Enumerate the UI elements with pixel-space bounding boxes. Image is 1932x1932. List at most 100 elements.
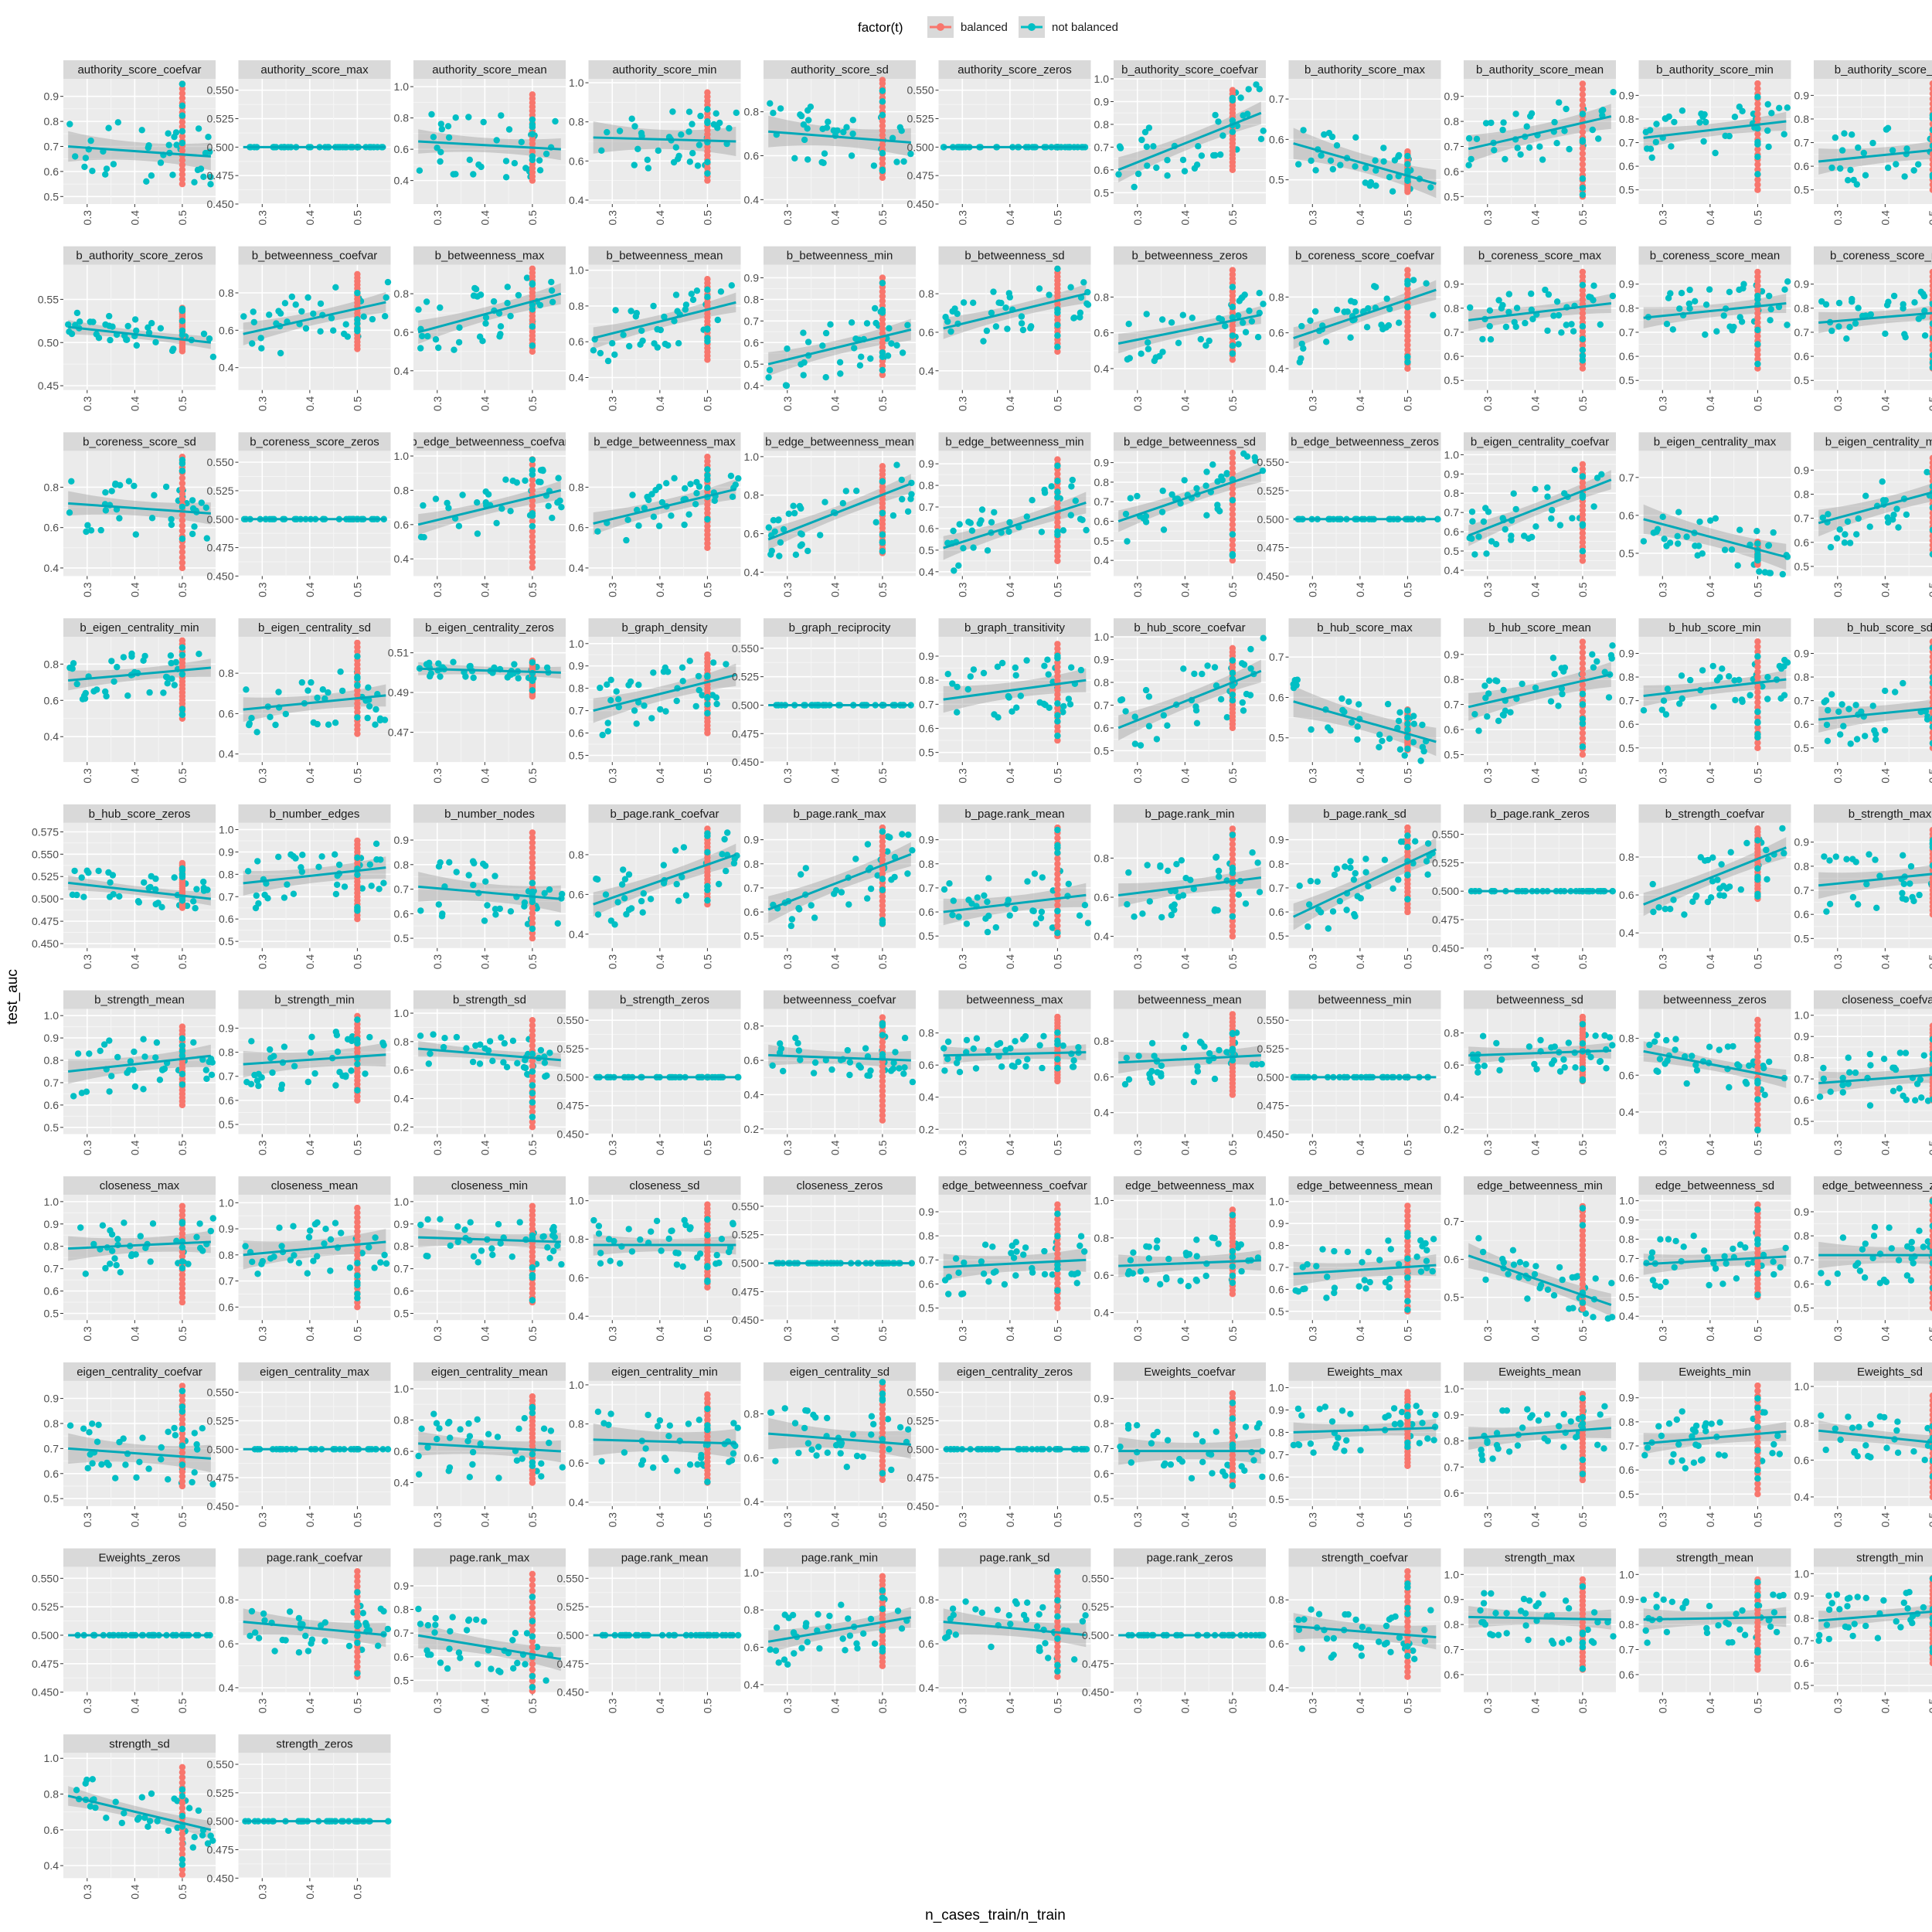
data-point-not-balanced [332, 719, 339, 726]
data-point-not-balanced [1229, 691, 1236, 699]
data-point-not-balanced [845, 901, 852, 908]
data-point-not-balanced [1754, 719, 1761, 726]
data-point-not-balanced [1900, 679, 1906, 687]
fit-line [1117, 314, 1262, 345]
data-point-not-balanced [995, 714, 1002, 721]
facet-strip [413, 246, 566, 265]
data-point-not-balanced [1054, 343, 1061, 350]
data-point-not-balanced [1833, 535, 1841, 542]
data-point-not-balanced [1890, 512, 1897, 519]
data-point-not-balanced [143, 178, 150, 185]
data-point-not-balanced [1679, 107, 1686, 114]
y-tick-label: 0.6 [569, 888, 584, 900]
legend-label-balanced: balanced [961, 21, 1008, 34]
data-point-not-balanced [1595, 135, 1602, 142]
data-point-not-balanced [879, 478, 886, 485]
facet-strip [938, 60, 1091, 79]
data-point-not-balanced [1853, 531, 1860, 538]
data-point-not-balanced [632, 313, 639, 320]
y-tick-label: 0.4 [219, 362, 234, 374]
data-point-not-balanced [613, 688, 620, 695]
data-point-not-balanced [1193, 719, 1201, 726]
facet-title: b_edge_betweenness_zeros [1291, 435, 1439, 448]
y-tick-label: 0.8 [1794, 488, 1810, 500]
x-tick-label: 0.4 [1179, 582, 1191, 597]
y-tick-label: 0.475 [206, 542, 233, 554]
data-point-not-balanced [179, 536, 186, 543]
data-point-not-balanced [459, 492, 466, 498]
data-point-not-balanced [69, 891, 77, 899]
data-point-not-balanced [1345, 698, 1352, 706]
data-point-not-balanced [555, 474, 562, 481]
data-point-balanced [1929, 136, 1932, 143]
data-point-not-balanced [545, 502, 552, 509]
data-point-not-balanced [651, 340, 658, 347]
data-point-not-balanced [424, 332, 431, 340]
data-point-not-balanced [373, 856, 380, 863]
data-point-not-balanced [438, 913, 446, 920]
data-point-balanced [879, 298, 886, 304]
data-point-not-balanced [1609, 292, 1617, 300]
data-point-not-balanced [719, 851, 726, 858]
data-point-not-balanced [1674, 532, 1681, 539]
data-point-not-balanced [1479, 335, 1486, 343]
y-tick-label: 0.6 [1619, 509, 1634, 522]
data-point-not-balanced [798, 871, 804, 878]
data-point-not-balanced [1216, 315, 1223, 322]
data-point-not-balanced [1835, 708, 1842, 716]
data-point-not-balanced [696, 483, 703, 490]
data-point-not-balanced [191, 179, 198, 185]
data-point-not-balanced [1668, 143, 1675, 150]
data-point-not-balanced [1495, 297, 1502, 304]
data-point-not-balanced [1754, 341, 1761, 348]
data-point-not-balanced [1181, 477, 1188, 484]
data-point-not-balanced [354, 326, 361, 333]
x-tick-label: 0.5 [1751, 396, 1764, 411]
data-point-balanced [1404, 337, 1411, 344]
data-point-not-balanced [872, 519, 879, 526]
data-point-not-balanced [1731, 677, 1738, 684]
facet-strip [1288, 60, 1441, 79]
data-point-not-balanced [1823, 721, 1831, 729]
data-point-not-balanced [620, 866, 627, 873]
x-tick-label: 0.5 [876, 582, 889, 597]
data-point-not-balanced [1054, 332, 1061, 339]
data-point-not-balanced [1686, 286, 1693, 294]
data-point-not-balanced [107, 879, 114, 886]
data-point-not-balanced [1569, 515, 1576, 522]
data-point-not-balanced [521, 899, 529, 906]
x-tick-label: 0.5 [876, 210, 889, 226]
data-point-not-balanced [590, 347, 597, 354]
data-point-not-balanced [798, 112, 805, 120]
y-tick-label: 0.7 [1794, 137, 1810, 149]
data-point-not-balanced [798, 531, 805, 538]
data-point-not-balanced [111, 678, 117, 685]
legend-label-not-balanced: not balanced [1052, 21, 1118, 34]
data-point-not-balanced [662, 708, 669, 715]
x-tick-label: 0.4 [1004, 582, 1016, 597]
data-point-not-balanced [107, 336, 114, 344]
data-point-not-balanced [1083, 526, 1090, 534]
x-tick-label: 0.5 [1751, 768, 1764, 784]
data-point-not-balanced [1570, 328, 1577, 335]
data-point-not-balanced [628, 115, 635, 122]
y-tick-label: 0.6 [1444, 350, 1460, 362]
facet-strip [238, 246, 391, 265]
x-tick-label: 0.4 [1704, 582, 1716, 597]
data-point-not-balanced [879, 306, 886, 314]
data-point-not-balanced [951, 305, 958, 312]
data-point-balanced [179, 147, 186, 155]
data-point-not-balanced [1754, 125, 1761, 132]
x-tick-label: 0.5 [351, 396, 363, 411]
data-point-not-balanced [549, 515, 556, 522]
data-point-not-balanced [1386, 174, 1393, 181]
data-point-not-balanced [1781, 286, 1788, 293]
data-point-not-balanced [1781, 692, 1788, 699]
data-point-not-balanced [1548, 515, 1555, 522]
y-tick-label: 0.6 [394, 143, 410, 155]
y-tick-label: 0.4 [219, 748, 234, 760]
data-point-not-balanced [614, 899, 621, 906]
data-point-not-balanced [800, 329, 807, 336]
